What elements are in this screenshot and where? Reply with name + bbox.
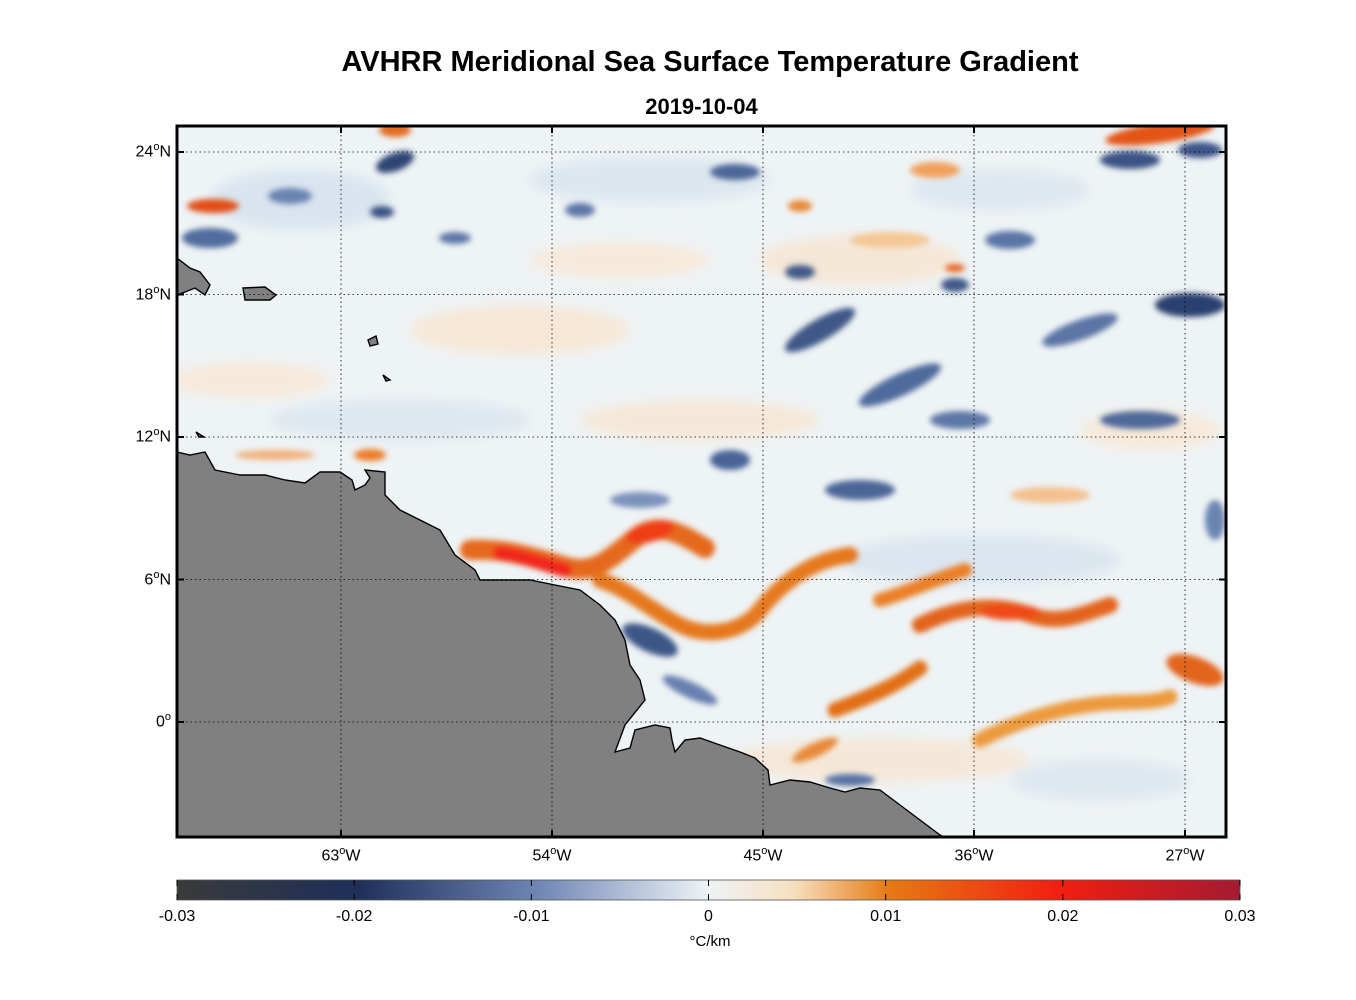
lat-tick-label: 6oN	[144, 568, 171, 588]
colorbar-tick-label: 0	[704, 908, 713, 925]
lon-tick-label: 54oW	[532, 845, 572, 865]
lon-tick-label: 36oW	[954, 845, 994, 865]
colorbar-ticks	[176, 880, 1241, 900]
chart-title: AVHRR Meridional Sea Surface Temperature…	[341, 46, 1079, 78]
island-small-2	[382, 374, 392, 382]
colorbar-tick-label: 0.01	[870, 908, 902, 925]
island-small-1	[367, 334, 379, 347]
colorbar-tick-label: -0.03	[158, 908, 196, 925]
lat-tick-label: 24oN	[135, 141, 171, 161]
negative-gradient-features	[182, 142, 1225, 786]
lon-tick-label: 63oW	[321, 845, 361, 865]
graticule	[177, 126, 1226, 837]
axis-ticks	[177, 126, 1226, 837]
lat-tick-label: 18oN	[135, 283, 171, 303]
chart-subtitle: 2019-10-04	[645, 94, 758, 119]
island-small-3	[195, 431, 207, 438]
island-puerto-rico	[242, 286, 278, 301]
colorbar-unit: °C/km	[689, 933, 731, 950]
lon-tick-label: 45oW	[743, 845, 783, 865]
south-america-landmass	[177, 451, 946, 837]
lat-tick-label: 0o	[155, 711, 171, 731]
map-frame	[175, 124, 1228, 839]
colorbar-tick-label: -0.01	[513, 908, 550, 925]
lon-tick-label: 27oW	[1165, 845, 1205, 865]
colorbar-tick-label: 0.03	[1224, 908, 1256, 925]
colorbar	[177, 880, 1240, 900]
colorbar-tick-label: -0.02	[335, 908, 373, 925]
lat-tick-label: 12oN	[135, 426, 171, 446]
land	[177, 257, 946, 837]
colorbar-tick-label: 0.02	[1047, 908, 1079, 925]
